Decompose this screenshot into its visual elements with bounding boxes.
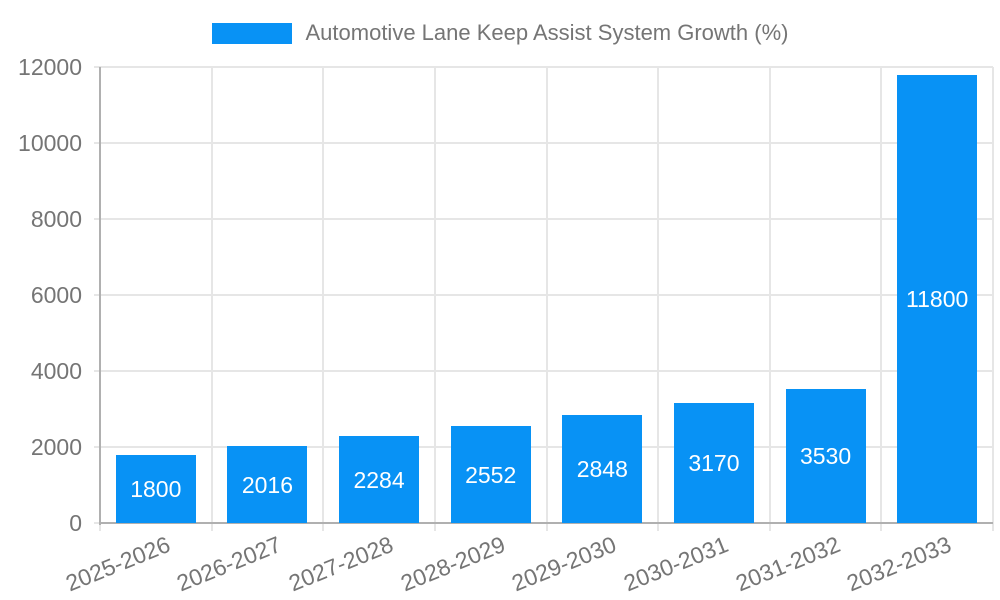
h-gridline <box>94 218 993 220</box>
x-tick-mark <box>322 523 325 531</box>
bar[interactable] <box>450 426 531 523</box>
x-tick-mark <box>657 523 660 531</box>
x-tick-label: 2028-2029 <box>396 531 509 597</box>
y-axis-line <box>99 67 101 525</box>
v-gridline <box>992 67 994 523</box>
bar[interactable] <box>673 402 754 523</box>
v-gridline <box>210 67 213 523</box>
h-gridline <box>94 66 993 68</box>
x-tick-label: 2030-2031 <box>619 531 732 597</box>
bar[interactable] <box>785 388 866 523</box>
bar[interactable] <box>227 446 308 523</box>
h-gridline <box>94 370 993 372</box>
bar-value-label: 1800 <box>130 475 182 502</box>
y-tick-label: 8000 <box>30 206 82 232</box>
legend-swatch <box>211 22 292 44</box>
bar[interactable] <box>339 436 420 523</box>
bar-value-label: 3170 <box>688 449 740 476</box>
v-gridline <box>545 67 548 523</box>
x-tick-mark <box>992 523 994 531</box>
y-tick-label: 2000 <box>30 434 82 460</box>
h-gridline <box>94 294 993 296</box>
x-tick-label: 2025-2026 <box>61 531 174 597</box>
v-gridline <box>433 67 436 523</box>
v-gridline <box>322 67 325 523</box>
bar-value-label: 11800 <box>906 285 969 312</box>
x-tick-mark <box>210 523 213 531</box>
bar-value-label: 2284 <box>353 466 405 493</box>
x-tick-mark <box>99 523 101 531</box>
chart-legend[interactable]: Automotive Lane Keep Assist System Growt… <box>0 20 1000 46</box>
x-tick-label: 2031-2032 <box>731 531 844 597</box>
v-gridline <box>768 67 771 523</box>
x-tick-label: 2027-2028 <box>285 531 397 597</box>
y-tick-label: 6000 <box>30 282 82 308</box>
x-tick-label: 2026-2027 <box>173 531 286 597</box>
bar-value-label: 2016 <box>241 471 294 498</box>
bar-value-label: 2848 <box>576 455 628 482</box>
y-tick-label: 0 <box>69 510 82 536</box>
bar[interactable] <box>897 74 978 523</box>
x-tick-label: 2029-2030 <box>508 531 621 597</box>
x-tick-mark <box>545 523 548 531</box>
legend-series-label: Automotive Lane Keep Assist System Growt… <box>305 20 789 45</box>
v-gridline <box>657 67 660 523</box>
v-gridline <box>880 67 883 523</box>
bar-value-label: 3530 <box>799 442 852 469</box>
y-tick-label: 4000 <box>30 358 82 384</box>
x-tick-label: 2032-2033 <box>843 531 955 597</box>
x-tick-mark <box>433 523 436 531</box>
y-tick-label: 12000 <box>18 54 82 80</box>
x-axis-line <box>99 522 993 524</box>
bar[interactable] <box>115 454 196 523</box>
x-tick-mark <box>768 523 771 531</box>
bar-value-label: 2552 <box>465 461 517 488</box>
h-gridline <box>94 446 993 448</box>
h-gridline <box>94 142 993 144</box>
y-tick-label: 10000 <box>18 130 82 156</box>
x-tick-mark <box>880 523 883 531</box>
y-tick-mark <box>94 522 100 524</box>
bar[interactable] <box>562 414 643 523</box>
